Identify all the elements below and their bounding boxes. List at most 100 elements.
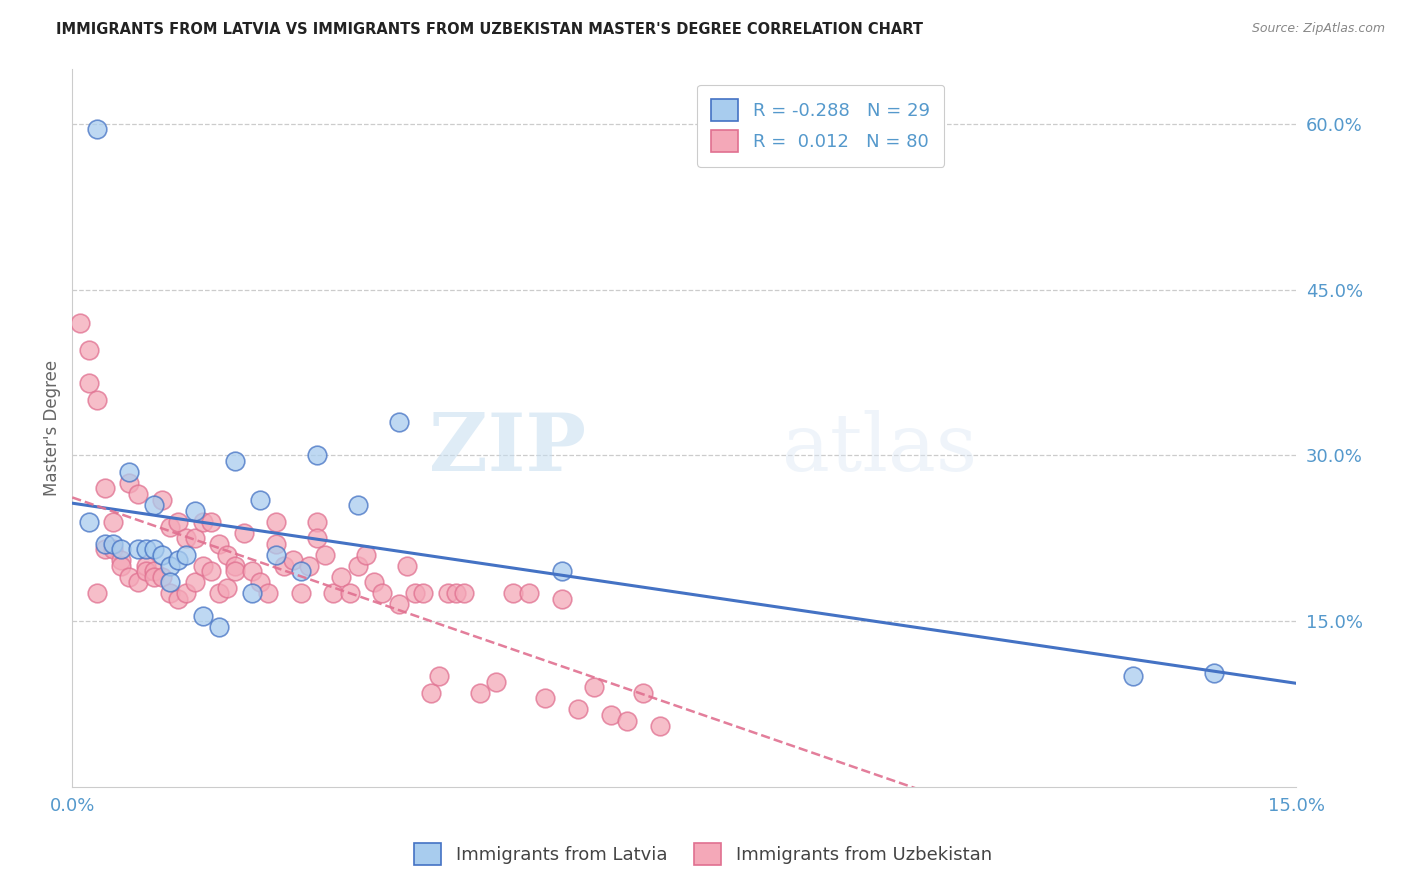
Point <box>176 531 198 545</box>
Point <box>298 558 321 573</box>
Point <box>159 520 181 534</box>
Point <box>159 575 181 590</box>
Point <box>427 669 450 683</box>
Point <box>127 487 149 501</box>
Point <box>551 591 574 606</box>
Point <box>94 542 117 557</box>
Point <box>290 586 312 600</box>
Point <box>167 553 190 567</box>
Y-axis label: Master's Degree: Master's Degree <box>44 359 60 496</box>
Point <box>191 515 214 529</box>
Point <box>314 548 336 562</box>
Point <box>142 542 165 557</box>
Point <box>264 548 287 562</box>
Point <box>249 575 271 590</box>
Point <box>86 586 108 600</box>
Point <box>583 681 606 695</box>
Point <box>551 565 574 579</box>
Point <box>436 586 458 600</box>
Point <box>249 492 271 507</box>
Point <box>159 558 181 573</box>
Point <box>633 686 655 700</box>
Point <box>150 570 173 584</box>
Point <box>135 558 157 573</box>
Point <box>118 465 141 479</box>
Point <box>444 586 467 600</box>
Text: Source: ZipAtlas.com: Source: ZipAtlas.com <box>1251 22 1385 36</box>
Point <box>257 586 280 600</box>
Text: atlas: atlas <box>782 410 977 488</box>
Point <box>217 581 239 595</box>
Point <box>534 691 557 706</box>
Point <box>387 598 409 612</box>
Point <box>86 122 108 136</box>
Point <box>69 316 91 330</box>
Point <box>135 542 157 557</box>
Text: IMMIGRANTS FROM LATVIA VS IMMIGRANTS FROM UZBEKISTAN MASTER'S DEGREE CORRELATION: IMMIGRANTS FROM LATVIA VS IMMIGRANTS FRO… <box>56 22 924 37</box>
Point <box>290 565 312 579</box>
Point <box>110 553 132 567</box>
Point <box>567 702 589 716</box>
Point <box>110 558 132 573</box>
Point <box>224 558 246 573</box>
Point <box>200 515 222 529</box>
Point <box>470 686 492 700</box>
Point <box>264 537 287 551</box>
Point <box>101 537 124 551</box>
Point <box>150 492 173 507</box>
Point <box>110 542 132 557</box>
Point <box>135 565 157 579</box>
Point <box>142 498 165 512</box>
Point <box>167 591 190 606</box>
Point <box>208 537 231 551</box>
Point <box>305 531 328 545</box>
Point <box>127 542 149 557</box>
Point <box>142 570 165 584</box>
Point <box>77 343 100 358</box>
Point <box>167 515 190 529</box>
Point <box>412 586 434 600</box>
Point <box>305 515 328 529</box>
Point <box>101 515 124 529</box>
Point <box>208 586 231 600</box>
Point <box>118 570 141 584</box>
Point <box>363 575 385 590</box>
Point <box>101 542 124 557</box>
Point <box>77 376 100 391</box>
Point <box>224 454 246 468</box>
Point <box>322 586 344 600</box>
Point <box>305 448 328 462</box>
Point <box>395 558 418 573</box>
Point <box>183 503 205 517</box>
Legend: Immigrants from Latvia, Immigrants from Uzbekistan: Immigrants from Latvia, Immigrants from … <box>405 834 1001 874</box>
Point <box>200 565 222 579</box>
Point <box>94 482 117 496</box>
Point <box>599 708 621 723</box>
Point <box>183 531 205 545</box>
Point <box>648 719 671 733</box>
Point <box>502 586 524 600</box>
Legend: R = -0.288   N = 29, R =  0.012   N = 80: R = -0.288 N = 29, R = 0.012 N = 80 <box>697 85 945 167</box>
Point <box>77 515 100 529</box>
Point <box>176 548 198 562</box>
Point <box>232 525 254 540</box>
Point <box>273 558 295 573</box>
Point <box>176 586 198 600</box>
Point <box>404 586 426 600</box>
Text: ZIP: ZIP <box>429 410 586 488</box>
Point <box>86 392 108 407</box>
Point <box>330 570 353 584</box>
Point <box>616 714 638 728</box>
Point <box>240 565 263 579</box>
Point <box>1204 665 1226 680</box>
Point <box>485 674 508 689</box>
Point <box>191 558 214 573</box>
Point <box>1122 669 1144 683</box>
Point <box>281 553 304 567</box>
Point <box>159 586 181 600</box>
Point <box>94 537 117 551</box>
Point <box>339 586 361 600</box>
Point <box>453 586 475 600</box>
Point <box>224 565 246 579</box>
Point <box>346 498 368 512</box>
